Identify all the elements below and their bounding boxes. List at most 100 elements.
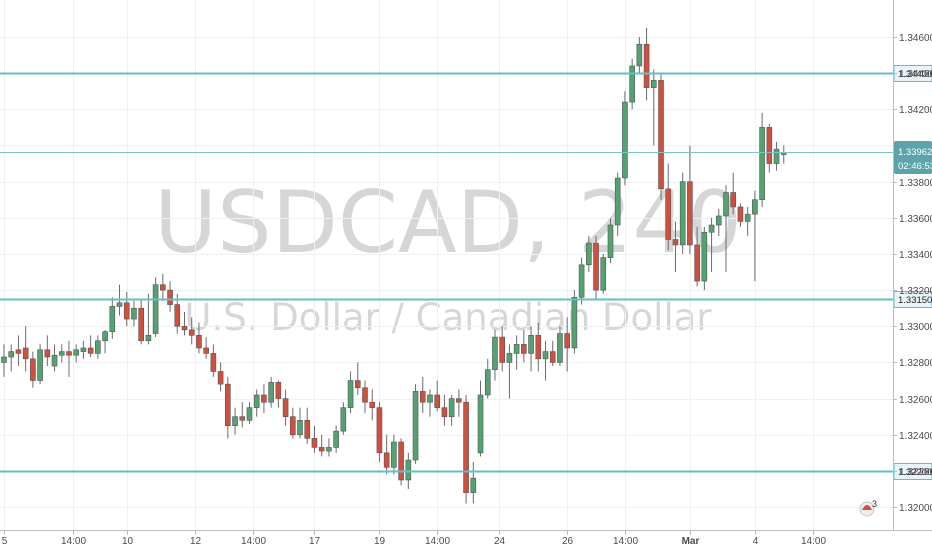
- time-axis[interactable]: 5 14:00 10 12 14:00 17 19 14:00 24 26 14:00 Mar 4 14:…: [2, 531, 827, 547]
- candle: [593, 235, 599, 300]
- candle: [383, 434, 390, 475]
- candle-body: [701, 231, 708, 282]
- candle-body: [477, 394, 484, 454]
- candle: [15, 335, 22, 367]
- candle: [138, 299, 144, 345]
- price-tick-label: 1.32400: [899, 431, 932, 442]
- candle: [658, 73, 664, 200]
- candle: [203, 337, 209, 359]
- last-price-tag: [894, 141, 932, 174]
- candle-body: [80, 347, 87, 352]
- candle-body: [196, 335, 202, 349]
- candle-body: [95, 340, 101, 354]
- candle-body: [246, 407, 253, 421]
- candle: [391, 434, 397, 475]
- candle-body: [658, 80, 664, 190]
- candle: [232, 407, 238, 435]
- price-axis[interactable]: 1.32000 1.32200 1.32400 1.32600 1.32800 1.330…: [893, 33, 932, 514]
- candle-body: [181, 325, 188, 331]
- candle: [398, 438, 404, 486]
- candle-body: [116, 302, 123, 307]
- candle: [239, 402, 246, 428]
- candle-body: [715, 215, 722, 226]
- candle: [535, 322, 542, 372]
- bar-countdown: 02:46:53: [898, 161, 932, 172]
- candle-body: [362, 387, 368, 403]
- candle-body: [174, 304, 181, 327]
- candle: [701, 226, 708, 291]
- candle-body: [694, 244, 700, 282]
- candle: [470, 461, 477, 504]
- candle-body: [131, 307, 137, 320]
- candle-body: [636, 43, 643, 67]
- candle: [672, 221, 679, 273]
- candle-body: [376, 407, 383, 454]
- candle: [123, 291, 130, 327]
- candle-body: [557, 333, 563, 363]
- candle: [362, 380, 368, 414]
- watermark-description: U.S. Dollar / Canadian Dollar: [184, 296, 712, 339]
- candle-body: [354, 380, 361, 389]
- candle-body: [600, 257, 607, 291]
- candle: [557, 326, 563, 367]
- candle-body: [326, 447, 332, 452]
- candle: [246, 402, 253, 424]
- time-tick-label: 5: [2, 536, 8, 547]
- candle-body: [66, 351, 72, 356]
- candle-body: [441, 407, 448, 417]
- candle: [58, 344, 65, 363]
- candle-body: [87, 347, 94, 354]
- candle-body: [383, 452, 390, 468]
- events-badge[interactable]: 3: [859, 499, 877, 517]
- time-tick-label: 14:00: [801, 536, 826, 547]
- time-tick-label: 14:00: [613, 536, 638, 547]
- candle: [275, 380, 282, 408]
- candle: [311, 425, 318, 453]
- events-count: 3: [872, 499, 877, 509]
- candle-body: [225, 383, 231, 427]
- candle: [160, 273, 166, 301]
- candle: [499, 326, 505, 372]
- price-tick-label: 1.32000: [899, 503, 932, 514]
- candle-body: [37, 349, 43, 381]
- candle: [8, 344, 15, 372]
- candle-body: [766, 127, 773, 164]
- candle: [217, 362, 224, 392]
- candle: [44, 335, 51, 367]
- candle: [87, 335, 94, 358]
- candle-body: [752, 199, 758, 215]
- candle-body: [571, 297, 578, 349]
- candle: [333, 425, 339, 453]
- candle-body: [665, 188, 672, 240]
- candle: [571, 290, 578, 354]
- candle-body: [448, 398, 455, 417]
- candle: [131, 300, 137, 327]
- candle-body: [22, 347, 29, 360]
- candle-body: [456, 398, 462, 403]
- candle-body: [8, 351, 15, 358]
- candle-body: [167, 289, 173, 305]
- time-tick-label: 24: [494, 536, 506, 547]
- candle-body: [492, 336, 498, 370]
- candle: [80, 340, 87, 359]
- candle-body: [268, 382, 274, 403]
- candle: [622, 91, 628, 186]
- candle: [463, 394, 469, 504]
- candle: [412, 384, 419, 464]
- candle: [152, 277, 159, 338]
- candle-body: [188, 329, 195, 336]
- candle: [665, 163, 672, 251]
- candle-body: [275, 382, 282, 399]
- price-tick-label: 1.33600: [899, 214, 932, 225]
- candle: [484, 358, 491, 399]
- candle: [30, 351, 36, 388]
- candle-body: [232, 416, 238, 427]
- candle-body: [622, 101, 628, 179]
- last-price-marker: 1.33962 02:46:53: [894, 141, 932, 174]
- candle: [564, 317, 570, 372]
- candle: [448, 394, 455, 426]
- candle: [679, 172, 686, 254]
- horizontal-levels[interactable]: 1.34400 1.33150 1.32200: [0, 65, 932, 480]
- candle-body: [672, 239, 679, 246]
